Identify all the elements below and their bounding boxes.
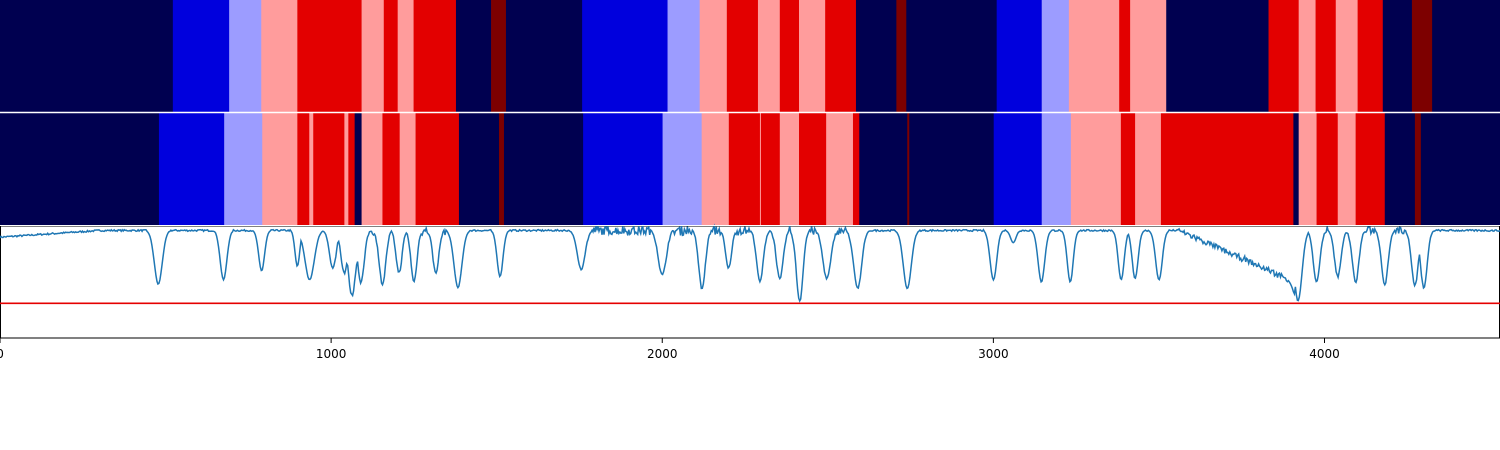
segment-navy [1432,0,1500,112]
segment-pink [361,0,385,112]
segment-navy [503,113,584,225]
segment-red [779,0,800,112]
segment-navy [855,0,897,112]
segment-navy [1382,0,1413,112]
segment-red [1316,113,1339,225]
segment-darkred [499,113,505,225]
signal-line [0,223,1500,303]
segment-lightblue [667,0,701,112]
segment-lightblue [229,0,262,112]
segment-navy [505,0,583,112]
segment-red [1268,0,1300,112]
segment-pink [361,113,383,225]
segment-pink [309,113,314,225]
segment-track-1 [0,0,1500,112]
segment-darkred [896,0,907,112]
segment-pink [1130,0,1167,112]
segment-navy [1166,0,1269,112]
segment-lightblue [1041,0,1070,112]
segment-red [852,113,860,225]
segment-blue [583,113,663,225]
segment-pink [1337,113,1357,225]
segment-navy [1420,113,1500,225]
segment-red [1315,0,1337,112]
x-tick-label: 4000 [1309,347,1340,361]
segment-red [1120,113,1136,225]
segment-blue [172,0,230,112]
segment-blue [158,113,225,225]
segment-lightblue [662,113,703,225]
segment-navy [1384,113,1416,225]
segment-red [1355,113,1386,225]
segment-pink [799,0,826,112]
segment-red [348,113,356,225]
segment-blue [582,0,668,112]
segment-red [825,0,857,112]
segment-navy [458,113,500,225]
segment-darkred [491,0,507,112]
segment-pink [344,113,349,225]
segment-pink [1135,113,1162,225]
segment-track-2 [0,113,1500,225]
segment-navy [909,113,995,225]
segment-pink [262,113,298,225]
segment-red [313,113,345,225]
segment-darkred [1411,0,1433,112]
segment-pink [757,0,781,112]
segment-pink [261,0,298,112]
segment-pink [1070,113,1122,225]
segment-pink [759,113,762,225]
segment-blue [996,0,1043,112]
x-tick-label: 3000 [978,347,1009,361]
segment-navy [455,0,492,112]
segment-red [760,113,781,225]
segment-navy [0,113,160,225]
segment-pink [397,0,414,112]
segment-pink [779,113,800,225]
segment-red [1119,0,1131,112]
segment-navy [1293,113,1300,225]
x-tick-label: 0 [0,347,4,361]
x-tick-label: 2000 [647,347,678,361]
segment-pink [399,113,416,225]
segment-darkred [1414,113,1422,225]
x-axis: 0 1000 2000 3000 4000 [0,338,1340,361]
segment-pink [1068,0,1120,112]
segment-red [728,113,761,225]
segment-pink [826,113,854,225]
segment-navy [354,113,362,225]
segment-lightblue [1041,113,1072,225]
segment-red [382,113,401,225]
segment-red [297,113,310,225]
signal-plot-area [0,225,1500,339]
segment-pink [699,0,728,112]
segment-red [297,0,362,112]
segment-navy [906,0,998,112]
segment-pink [701,113,730,225]
segment-red [1160,113,1294,225]
x-tick-label: 1000 [316,347,347,361]
segment-red [799,113,827,225]
segment-pink [1335,0,1359,112]
segment-red [413,0,457,112]
segment-blue [993,113,1043,225]
segment-pink [1298,113,1317,225]
segment-red [726,0,759,112]
segment-red [415,113,460,225]
signal-track [0,223,1500,339]
segment-red [1357,0,1384,112]
segment-pink [1298,0,1316,112]
segment-red [383,0,399,112]
segment-navy [0,0,174,112]
segment-darkred [907,113,910,225]
segment-navy [859,113,908,225]
segment-lightblue [224,113,263,225]
